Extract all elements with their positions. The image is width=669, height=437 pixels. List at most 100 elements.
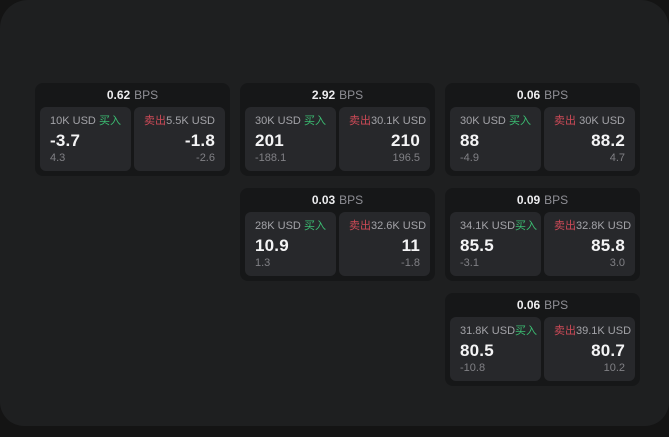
buy-price: 10.9 — [255, 236, 289, 255]
sell-top-row: 卖出 32.6K USD — [349, 220, 426, 233]
buy-price: 80.5 — [460, 341, 494, 360]
buy-amount: 28K USD — [255, 220, 301, 232]
sell-delta: -1.8 — [401, 257, 420, 269]
sell-top-row: 卖出 5.5K USD — [144, 115, 215, 128]
sell-panel[interactable]: 卖出 32.6K USD 11 -1.8 — [339, 212, 430, 276]
card-body: 10K USD 买入 -3.7 4.3 卖出 5.5K USD -1.8 -2.… — [40, 107, 225, 171]
bps-unit: BPS — [544, 88, 569, 102]
sell-price: -1.8 — [184, 131, 215, 150]
bps-unit: BPS — [544, 298, 569, 312]
quote-card: 0.03 BPS 28K USD 买入 10.9 1.3 卖出 32.6K US… — [240, 188, 435, 281]
buy-top-row: 34.1K USD 买入 — [460, 220, 537, 233]
buy-amount: 30K USD — [460, 115, 506, 127]
bps-unit: BPS — [339, 88, 364, 102]
buy-panel[interactable]: 28K USD 买入 10.9 1.3 — [245, 212, 336, 276]
sell-price: 88.2 — [591, 131, 625, 150]
buy-delta: -4.9 — [460, 152, 479, 164]
buy-side-label: 买入 — [304, 115, 326, 127]
card-body: 30K USD 买入 88 -4.9 卖出 30K USD 88.2 4.7 — [450, 107, 635, 171]
sell-price: 80.7 — [591, 341, 625, 360]
sell-side-label: 卖出 — [144, 115, 166, 127]
buy-panel[interactable]: 34.1K USD 买入 85.5 -3.1 — [450, 212, 541, 276]
sell-amount: 30K USD — [579, 115, 625, 127]
sell-amount: 39.1K USD — [576, 325, 632, 337]
card-header: 2.92 BPS — [245, 83, 430, 107]
sell-delta: 3.0 — [609, 257, 625, 269]
sell-side-label: 卖出 — [554, 220, 576, 232]
buy-top-row: 31.8K USD 买入 — [460, 325, 537, 338]
bps-value: 0.06 — [516, 298, 541, 312]
sell-panel[interactable]: 卖出 30.1K USD 210 196.5 — [339, 107, 430, 171]
quote-grid: 0.62 BPS 10K USD 买入 -3.7 4.3 卖出 5.5K USD… — [35, 83, 640, 386]
sell-top-row: 卖出 30.1K USD — [349, 115, 426, 128]
sell-side-label: 卖出 — [554, 325, 576, 337]
buy-side-label: 买入 — [515, 325, 538, 337]
bps-value: 0.62 — [106, 88, 131, 102]
buy-top-row: 10K USD 买入 — [50, 115, 121, 128]
buy-delta: -3.1 — [460, 257, 479, 269]
bps-value: 0.06 — [516, 88, 541, 102]
buy-top-row: 30K USD 买入 — [255, 115, 326, 128]
buy-panel[interactable]: 10K USD 买入 -3.7 4.3 — [40, 107, 131, 171]
card-body: 28K USD 买入 10.9 1.3 卖出 32.6K USD 11 -1.8 — [245, 212, 430, 276]
bps-value: 0.03 — [311, 193, 336, 207]
buy-top-row: 30K USD 买入 — [460, 115, 531, 128]
card-body: 31.8K USD 买入 80.5 -10.8 卖出 39.1K USD 80.… — [450, 317, 635, 381]
buy-delta: 4.3 — [50, 152, 66, 164]
sell-delta: -2.6 — [196, 152, 215, 164]
card-header: 0.06 BPS — [450, 293, 635, 317]
buy-amount: 34.1K USD — [460, 220, 516, 232]
sell-side-label: 卖出 — [554, 115, 576, 127]
card-header: 0.03 BPS — [245, 188, 430, 212]
bps-unit: BPS — [339, 193, 364, 207]
sell-panel[interactable]: 卖出 5.5K USD -1.8 -2.6 — [134, 107, 225, 171]
buy-amount: 30K USD — [255, 115, 301, 127]
buy-side-label: 买入 — [509, 115, 531, 127]
sell-top-row: 卖出 32.8K USD — [554, 220, 631, 233]
quote-card: 0.62 BPS 10K USD 买入 -3.7 4.3 卖出 5.5K USD… — [35, 83, 230, 176]
buy-side-label: 买入 — [304, 220, 326, 232]
buy-price: 85.5 — [460, 236, 494, 255]
buy-top-row: 28K USD 买入 — [255, 220, 326, 233]
buy-panel[interactable]: 30K USD 买入 201 -188.1 — [245, 107, 336, 171]
quote-card: 0.09 BPS 34.1K USD 买入 85.5 -3.1 卖出 32.8K… — [445, 188, 640, 281]
buy-price: 88 — [460, 131, 480, 150]
sell-price: 11 — [401, 236, 420, 255]
sell-delta: 196.5 — [392, 152, 420, 164]
sell-side-label: 卖出 — [349, 115, 371, 127]
buy-delta: -10.8 — [460, 362, 486, 374]
buy-panel[interactable]: 30K USD 买入 88 -4.9 — [450, 107, 541, 171]
buy-delta: 1.3 — [255, 257, 271, 269]
sell-price: 85.8 — [591, 236, 625, 255]
bps-value: 0.09 — [516, 193, 541, 207]
app-panel: 0.62 BPS 10K USD 买入 -3.7 4.3 卖出 5.5K USD… — [0, 0, 669, 426]
sell-panel[interactable]: 卖出 39.1K USD 80.7 10.2 — [544, 317, 635, 381]
quote-card: 2.92 BPS 30K USD 买入 201 -188.1 卖出 30.1K … — [240, 83, 435, 176]
card-body: 30K USD 买入 201 -188.1 卖出 30.1K USD 210 1… — [245, 107, 430, 171]
buy-panel[interactable]: 31.8K USD 买入 80.5 -10.8 — [450, 317, 541, 381]
buy-delta: -188.1 — [255, 152, 287, 164]
card-header: 0.09 BPS — [450, 188, 635, 212]
buy-amount: 31.8K USD — [460, 325, 516, 337]
sell-top-row: 卖出 30K USD — [554, 115, 625, 128]
bps-value: 2.92 — [311, 88, 336, 102]
buy-price: 201 — [255, 131, 284, 150]
bps-unit: BPS — [544, 193, 569, 207]
buy-side-label: 买入 — [515, 220, 538, 232]
bps-unit: BPS — [134, 88, 159, 102]
sell-panel[interactable]: 卖出 30K USD 88.2 4.7 — [544, 107, 635, 171]
sell-delta: 4.7 — [609, 152, 625, 164]
buy-side-label: 买入 — [99, 115, 121, 127]
quote-card: 0.06 BPS 31.8K USD 买入 80.5 -10.8 卖出 39.1… — [445, 293, 640, 386]
sell-panel[interactable]: 卖出 32.8K USD 85.8 3.0 — [544, 212, 635, 276]
sell-side-label: 卖出 — [349, 220, 371, 232]
sell-price: 210 — [391, 131, 420, 150]
sell-amount: 5.5K USD — [166, 115, 215, 127]
quote-card: 0.06 BPS 30K USD 买入 88 -4.9 卖出 30K USD 8… — [445, 83, 640, 176]
buy-price: -3.7 — [50, 131, 81, 150]
sell-amount: 30.1K USD — [371, 115, 427, 127]
card-header: 0.06 BPS — [450, 83, 635, 107]
sell-delta: 10.2 — [603, 362, 625, 374]
card-body: 34.1K USD 买入 85.5 -3.1 卖出 32.8K USD 85.8… — [450, 212, 635, 276]
sell-amount: 32.8K USD — [576, 220, 632, 232]
